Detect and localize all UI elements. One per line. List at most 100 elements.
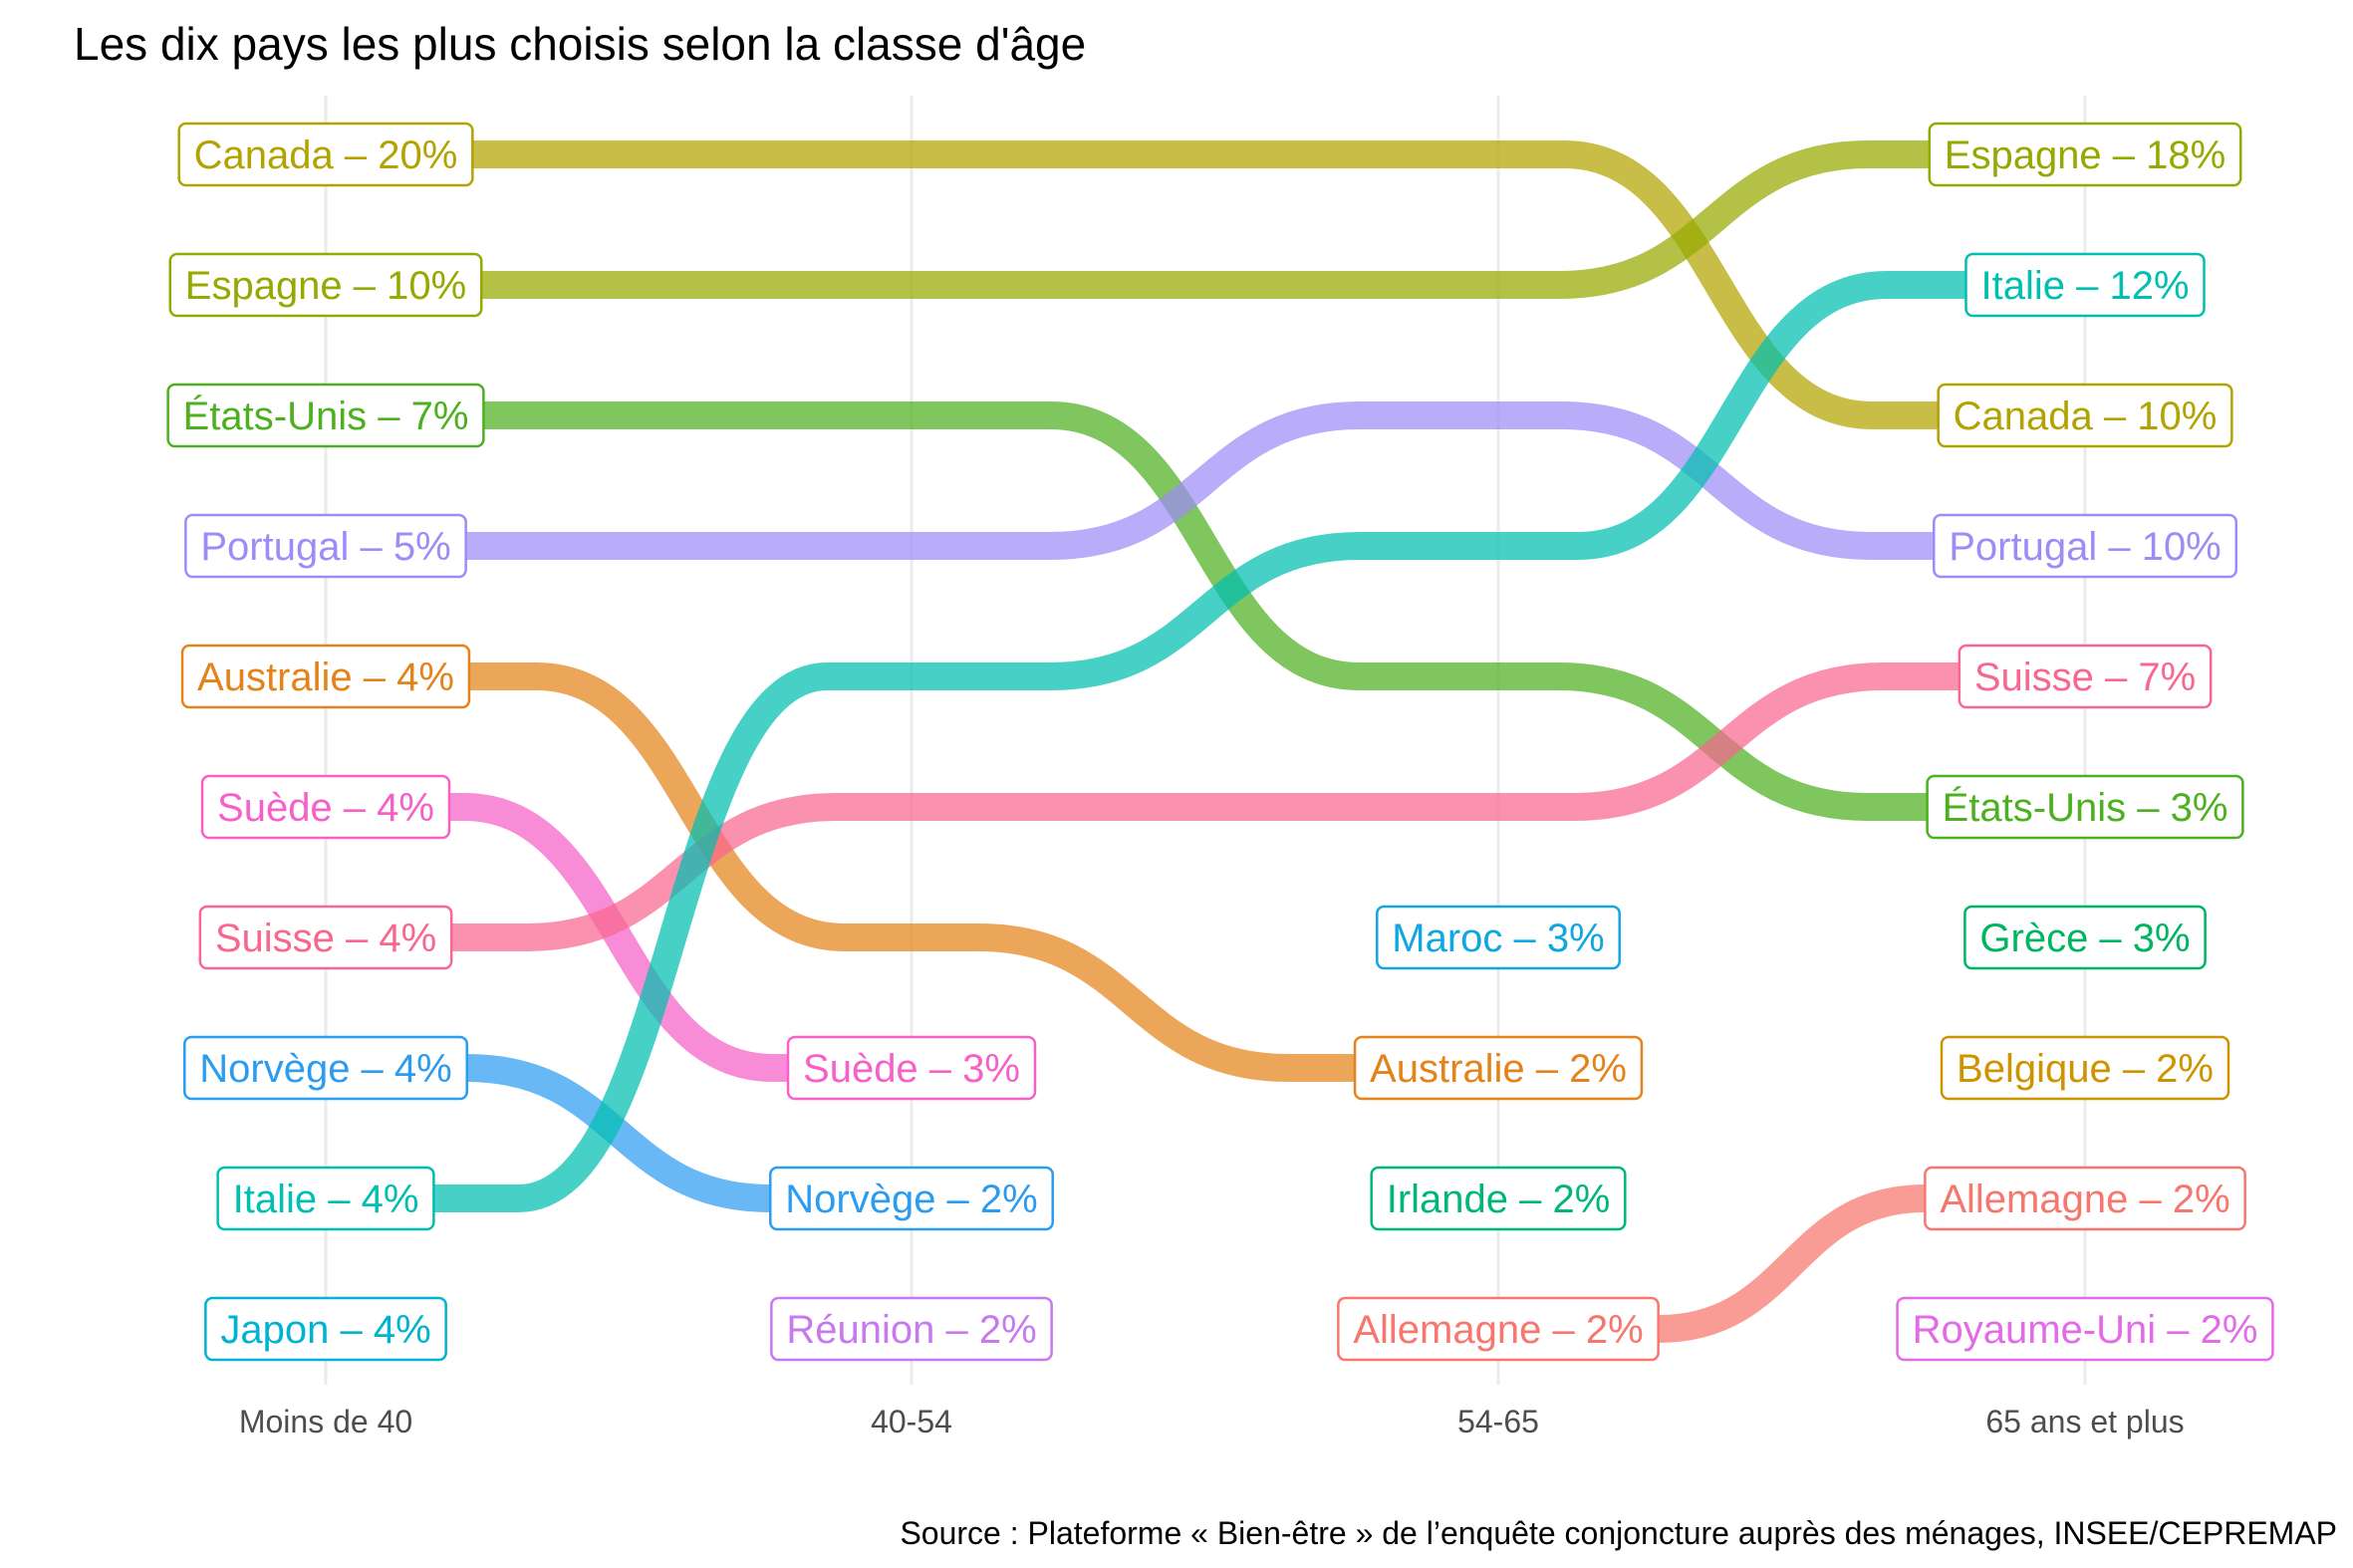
node-box [1940,1035,2230,1101]
node-reunion-40-54: Réunion – 2% [770,1296,1053,1362]
node-suede-moins-de-40: Suède – 4% [200,774,451,840]
node-label: Irlande – 2% [1387,1177,1611,1221]
node-box [180,644,471,709]
flow-italie-0-1 [433,662,912,1212]
flow-allemagne-2-3 [1658,1184,1926,1343]
x-tick-40-54: 40-54 [871,1404,952,1439]
node-norvege-moins-de-40: Norvège – 4% [183,1035,468,1101]
node-suede-40-54: Suède – 3% [786,1035,1037,1101]
node-label: Norvège – 2% [785,1177,1037,1221]
flow-lines [433,140,1966,1343]
node-box [198,905,453,970]
node-box [166,383,485,448]
node-label: Canada – 20% [194,133,458,177]
flow-canada-2-3 [1498,140,1939,429]
flow-espagne-2-3 [1498,140,1930,299]
node-portugal-65-ans-et-plus: Portugal – 10% [1932,513,2238,579]
node-suisse-moins-de-40: Suisse – 4% [198,905,453,970]
node-box [1937,383,2233,448]
node-box [1353,1035,1644,1101]
node-label: Espagne – 18% [1945,133,2225,177]
node-label: Réunion – 2% [786,1308,1036,1352]
flow-italie-1-2 [912,532,1498,690]
node-box [168,252,483,318]
flow-etats-unis-1-2 [912,401,1498,690]
node-australie-54-65: Australie – 2% [1353,1035,1644,1101]
flow-norvege-0-1 [466,1054,771,1212]
x-tick-moins-de-40: Moins de 40 [239,1404,412,1439]
node-box [1958,644,2213,709]
node-box [216,1166,435,1231]
chart-title: Les dix pays les plus choisis selon la c… [74,18,1086,70]
node-box [1896,1296,2274,1362]
node-label: Italie – 4% [233,1177,419,1221]
flow-suede-0-1 [448,793,789,1082]
node-label: Royaume-Uni – 2% [1913,1308,2258,1352]
node-label: Belgique – 2% [1957,1047,2214,1091]
node-label: Allemagne – 2% [1940,1177,2229,1221]
node-label: Norvège – 4% [199,1047,451,1091]
node-canada-65-ans-et-plus: Canada – 10% [1937,383,2233,448]
node-label: Suisse – 7% [1974,655,2196,699]
node-etats-unis-moins-de-40: États-Unis – 7% [166,383,485,448]
x-tick-54-65: 54-65 [1457,1404,1539,1439]
node-labels: Canada – 20% Espagne – 10% États-Unis – 7%… [166,122,2274,1362]
flow-suisse-2-3 [1498,662,1960,821]
flow-australie-1-2 [912,923,1356,1082]
node-box [769,1166,1054,1231]
node-belgique-65-ans-et-plus: Belgique – 2% [1940,1035,2230,1101]
node-italie-moins-de-40: Italie – 4% [216,1166,435,1231]
node-label: États-Unis – 3% [1943,785,2228,830]
node-japon-moins-de-40: Japon – 4% [204,1296,447,1362]
node-label: Canada – 10% [1954,394,2218,438]
node-allemagne-54-65: Allemagne – 2% [1337,1296,1660,1362]
node-etats-unis-65-ans-et-plus: États-Unis – 3% [1926,774,2244,840]
node-box [177,122,474,187]
flow-italie-2-3 [1498,271,1966,560]
node-box [200,774,451,840]
node-box [184,513,467,579]
flow-portugal-2-3 [1498,401,1935,560]
flow-australie-0-1 [468,662,912,951]
node-box [770,1296,1053,1362]
node-label: Suisse – 4% [215,916,436,960]
x-axis: Moins de 40 40-54 54-65 65 ans et plus [239,1404,2185,1439]
node-label: Japon – 4% [220,1308,430,1352]
node-box [1926,774,2244,840]
node-allemagne-65-ans-et-plus: Allemagne – 2% [1924,1166,2246,1231]
node-box [1932,513,2238,579]
node-label: Espagne – 10% [185,264,466,308]
node-box [204,1296,447,1362]
node-norvege-40-54: Norvège – 2% [769,1166,1054,1231]
node-label: Australie – 2% [1370,1047,1627,1091]
node-italie-65-ans-et-plus: Italie – 12% [1964,252,2206,318]
node-label: Grèce – 3% [1979,916,2190,960]
node-box [786,1035,1037,1101]
node-box [1376,905,1621,970]
x-tick-65-ans-et-plus: 65 ans et plus [1985,1404,2184,1439]
node-royaume-uni-65-ans-et-plus: Royaume-Uni – 2% [1896,1296,2274,1362]
node-box [1964,252,2206,318]
node-australie-moins-de-40: Australie – 4% [180,644,471,709]
chart-source: Source : Plateforme « Bien-être » de l’e… [900,1515,2337,1551]
node-label: États-Unis – 7% [183,393,469,438]
node-irlande-54-65: Irlande – 2% [1370,1166,1627,1231]
node-label: Allemagne – 2% [1353,1308,1643,1352]
node-box [1337,1296,1660,1362]
node-box [1928,122,2242,187]
flow-portugal-1-2 [912,401,1498,560]
node-box [1963,905,2207,970]
node-label: Italie – 12% [1980,264,2189,308]
node-box [1924,1166,2246,1231]
node-label: Suède – 3% [803,1047,1020,1091]
node-label: Suède – 4% [217,786,434,830]
node-label: Portugal – 10% [1949,525,2222,569]
node-portugal-moins-de-40: Portugal – 5% [184,513,467,579]
node-maroc-54-65: Maroc – 3% [1376,905,1621,970]
node-box [1370,1166,1627,1231]
node-grece-65-ans-et-plus: Grèce – 3% [1963,905,2207,970]
node-label: Maroc – 3% [1392,916,1604,960]
node-label: Portugal – 5% [200,525,450,569]
node-label: Australie – 4% [197,655,454,699]
